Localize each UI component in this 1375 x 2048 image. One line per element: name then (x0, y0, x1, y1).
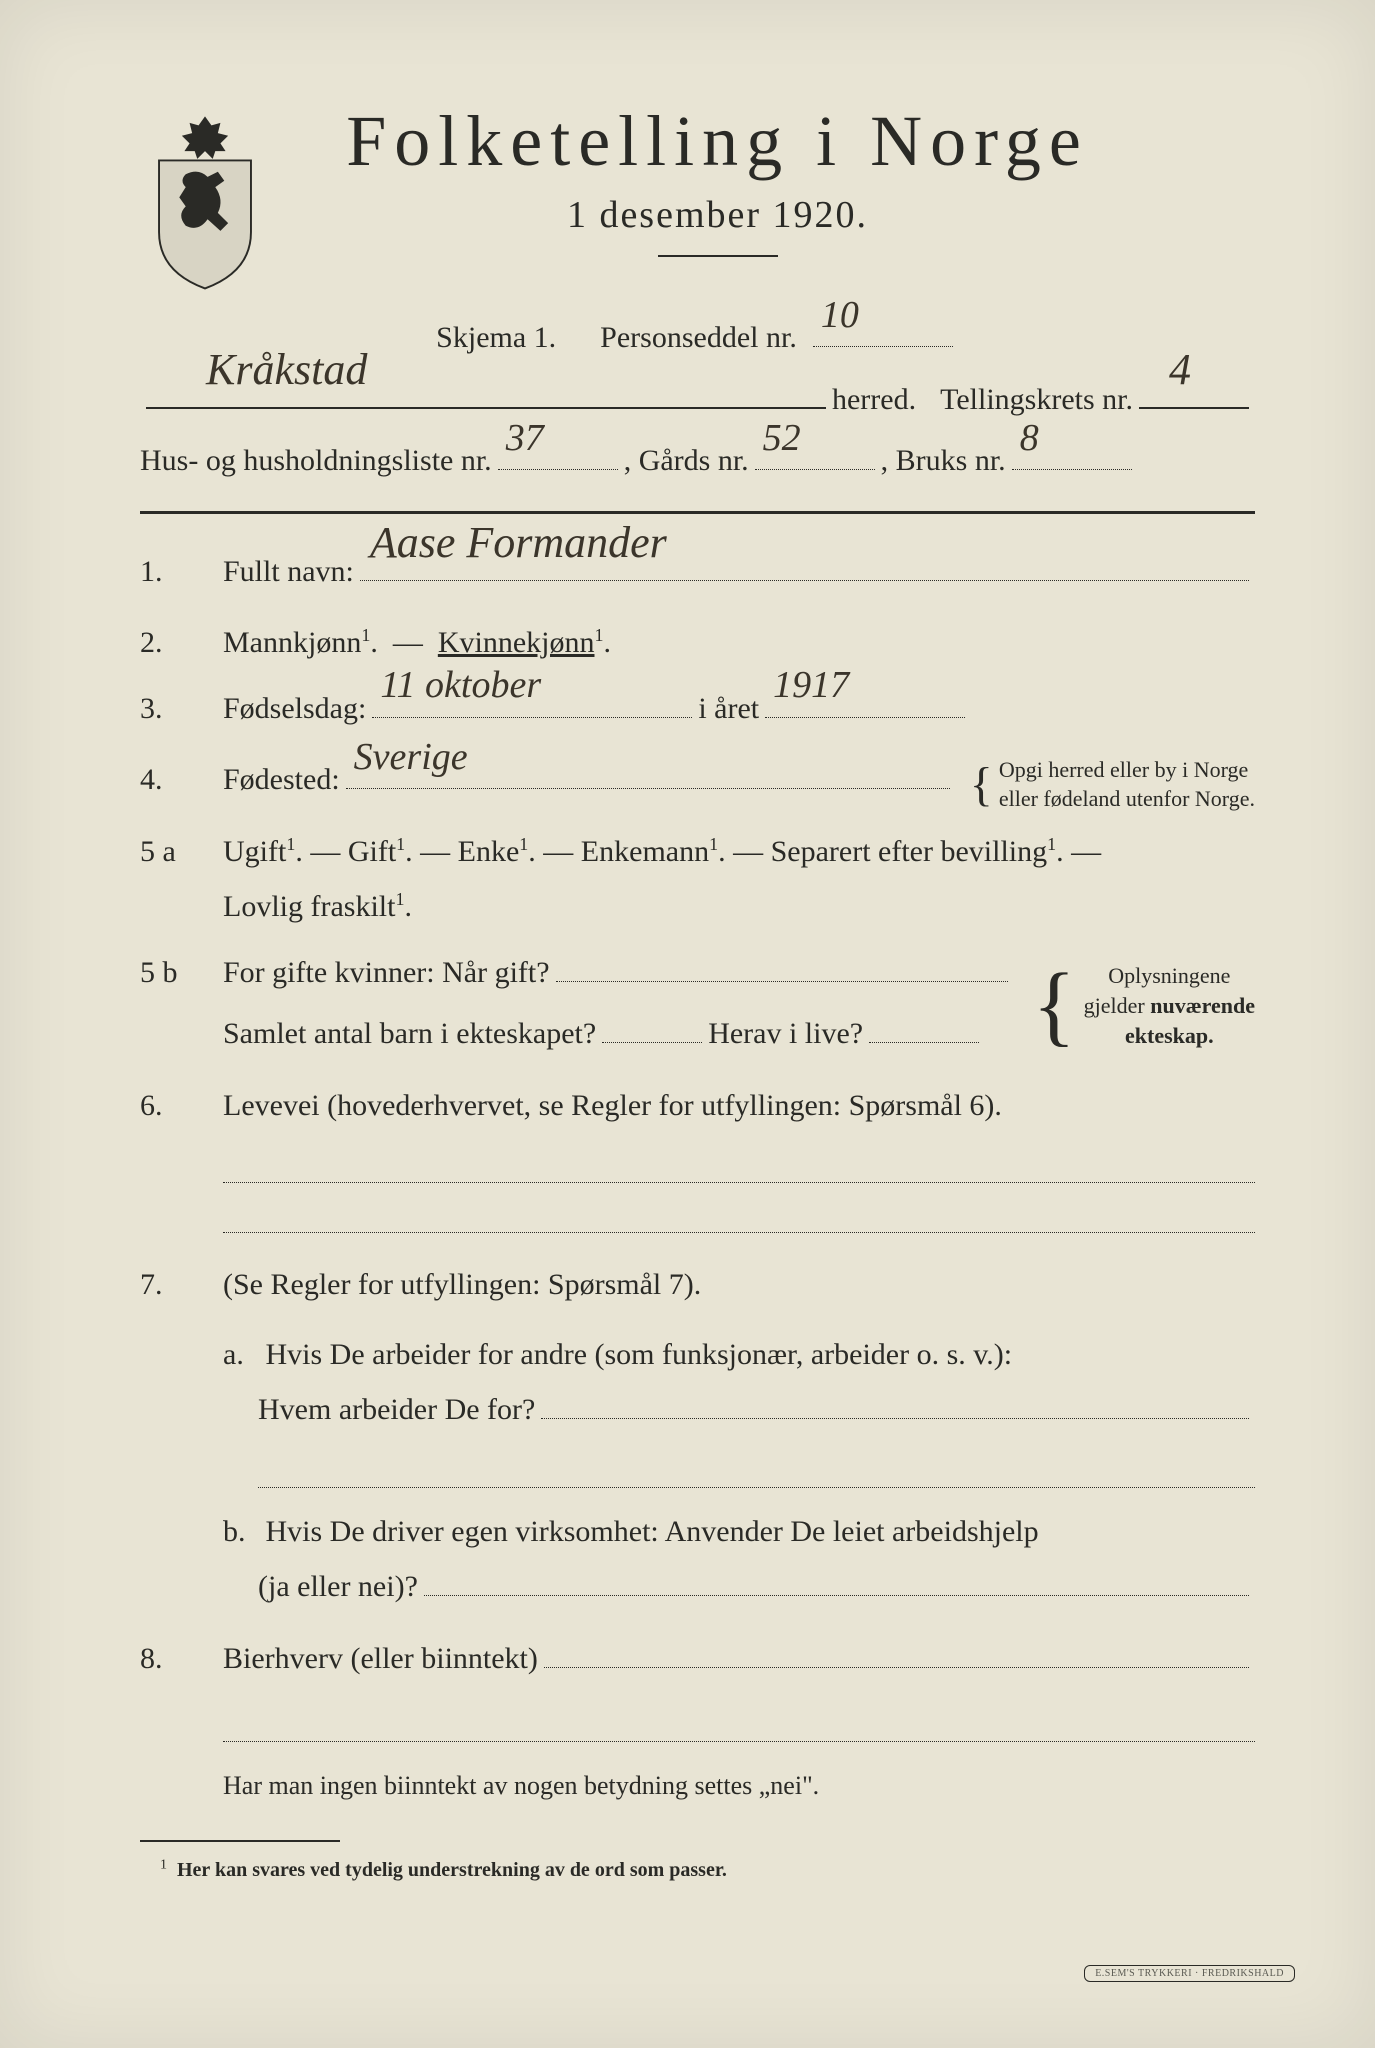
hushold-value: 37 (506, 403, 544, 473)
q4-num: 4. (140, 752, 195, 814)
q4-note: { Opgi herred eller by i Norge eller fød… (970, 756, 1255, 813)
q3-label: Fødselsdag: (223, 681, 366, 737)
q5b-live-field (869, 1007, 979, 1043)
q4-label: Fødested: (223, 752, 340, 808)
census-form-page: Folketelling i Norge 1 desember 1920. Sk… (0, 0, 1375, 2048)
coat-of-arms-icon (140, 110, 270, 290)
herred-value: Kråkstad (206, 329, 367, 410)
q5a: 5 a Ugift1. — Gift1. — Enke1. — Enkemann… (140, 824, 1255, 935)
gaards-value: 52 (763, 403, 801, 473)
gaards-label: Gårds nr. (639, 433, 749, 489)
q6: 6. Levevei (hovederhvervet, se Regler fo… (140, 1078, 1255, 1134)
q5b-l1: For gifte kvinner: Når gift? (223, 945, 550, 1001)
q5b-note-l3: ekteskap. (1084, 1021, 1255, 1051)
q3-day-value: 11 oktober (380, 650, 541, 720)
q8-num: 8. (140, 1631, 195, 1693)
divider (140, 511, 1255, 514)
q8-label: Bierhverv (eller biinntekt) (223, 1631, 538, 1687)
q7: 7. (Se Regler for utfyllingen: Spørsmål … (140, 1257, 1255, 1621)
q3-day-field: 11 oktober (372, 682, 692, 718)
q3-year-value: 1917 (773, 650, 849, 720)
q7a-field-2 (258, 1454, 1255, 1488)
footnote-divider (140, 1840, 340, 1842)
q8: 8. Bierhverv (eller biinntekt) (140, 1631, 1255, 1693)
q1: 1. Fullt navn: Aase Formander (140, 544, 1255, 606)
personseddel-label: Personseddel nr. (600, 310, 797, 366)
q5b-l2b: Herav i live? (708, 1006, 863, 1062)
printer-stamp: E.SEM'S TRYKKERI · FREDRIKSHALD (1084, 1965, 1295, 1982)
title-block: Folketelling i Norge 1 desember 1920. (310, 100, 1255, 257)
q5b-note: { Oplysningene gjelder nuværende ekteska… (1032, 961, 1255, 1050)
footnote-marker: 1 (160, 1857, 167, 1872)
q3-year-field: 1917 (765, 682, 965, 718)
bruks-field: 8 (1012, 434, 1132, 470)
herred-field: Kråkstad (146, 373, 826, 409)
hushold-label: Hus- og husholdningsliste nr. (140, 433, 492, 489)
q1-value: Aase Formander (370, 502, 667, 583)
q5b-gift-field (556, 946, 1009, 982)
q6-field-2 (223, 1199, 1255, 1233)
q5a-line1: Ugift1. — Gift1. — Enke1. — Enkemann1. —… (223, 824, 1255, 880)
hushold-field: 37 (498, 434, 618, 470)
tellingskrets-field: 4 (1139, 373, 1249, 409)
herred-label: herred. (832, 372, 916, 428)
q6-label: Levevei (hovederhvervet, se Regler for u… (223, 1089, 1002, 1122)
q7a-letter: a. (223, 1327, 258, 1383)
q4-note-l2: eller fødeland utenfor Norge. (999, 785, 1255, 814)
q5b: 5 b For gifte kvinner: Når gift? Samlet … (140, 945, 1255, 1068)
page-title: Folketelling i Norge (310, 100, 1125, 183)
q5a-num: 5 a (140, 824, 195, 935)
personseddel-field: 10 (813, 311, 953, 347)
q5a-line2: Lovlig fraskilt1. (223, 879, 1255, 935)
q4-note-l1: Opgi herred eller by i Norge (999, 756, 1255, 785)
q5b-barn-field (602, 1007, 702, 1043)
page-subtitle: 1 desember 1920. (310, 193, 1125, 237)
footer-note: Har man ingen biinntekt av nogen betydni… (223, 1762, 1255, 1810)
q4: 4. Fødested: Sverige { Opgi herred eller… (140, 752, 1255, 814)
skjema-label: Skjema 1. (436, 310, 556, 366)
herred-row: Kråkstad herred. Tellingskrets nr. 4 (140, 372, 1255, 428)
q3-num: 3. (140, 681, 195, 743)
q1-num: 1. (140, 544, 195, 606)
q7b-l1: Hvis De driver egen virksomhet: Anvender… (266, 1515, 1039, 1548)
q5b-note-l1: Oplysningene (1084, 961, 1255, 991)
q7a-l1: Hvis De arbeider for andre (som funksjon… (266, 1338, 1013, 1371)
q5b-l2a: Samlet antal barn i ekteskapet? (223, 1006, 596, 1062)
q2-num: 2. (140, 615, 195, 671)
q6-field (223, 1149, 1255, 1183)
q2: 2. Mannkjønn1. — Kvinnekjønn1. (140, 615, 1255, 671)
q3: 3. Fødselsdag: 11 oktober i året 1917 (140, 681, 1255, 743)
bruks-value: 8 (1020, 403, 1039, 473)
header: Folketelling i Norge 1 desember 1920. (140, 100, 1255, 290)
hushold-row: Hus- og husholdningsliste nr. 37 , Gårds… (140, 433, 1255, 489)
q1-field: Aase Formander (360, 545, 1249, 581)
q6-num: 6. (140, 1078, 195, 1134)
personseddel-value: 10 (821, 280, 859, 350)
q7b-letter: b. (223, 1504, 258, 1560)
bruks-label: Bruks nr. (896, 433, 1006, 489)
form-body: Skjema 1. Personseddel nr. 10 Kråkstad h… (140, 310, 1255, 1889)
q7b-field (424, 1560, 1249, 1596)
q8-field-2 (223, 1708, 1255, 1742)
divider (658, 255, 778, 257)
q2-mann: Mannkjønn (223, 626, 361, 659)
q7a-l2: Hvem arbeider De for? (258, 1382, 535, 1438)
q7b-l2: (ja eller nei)? (258, 1559, 418, 1615)
q4-field: Sverige (346, 753, 950, 789)
tellingskrets-value: 4 (1169, 329, 1191, 410)
q7-num: 7. (140, 1257, 195, 1621)
q4-value: Sverige (354, 722, 468, 792)
footnote: 1 Her kan svares ved tydelig understrekn… (160, 1852, 1255, 1889)
q5b-note-l2: gjelder nuværende (1084, 991, 1255, 1021)
q7-label: (Se Regler for utfyllingen: Spørsmål 7). (223, 1257, 1255, 1313)
footnote-text: Her kan svares ved tydelig understreknin… (177, 1859, 727, 1881)
q1-label: Fullt navn: (223, 544, 354, 600)
gaards-field: 52 (755, 434, 875, 470)
q5b-num: 5 b (140, 945, 195, 1068)
q3-year-label: i året (698, 681, 759, 737)
q7a-field (541, 1383, 1249, 1419)
q8-field (544, 1632, 1249, 1668)
